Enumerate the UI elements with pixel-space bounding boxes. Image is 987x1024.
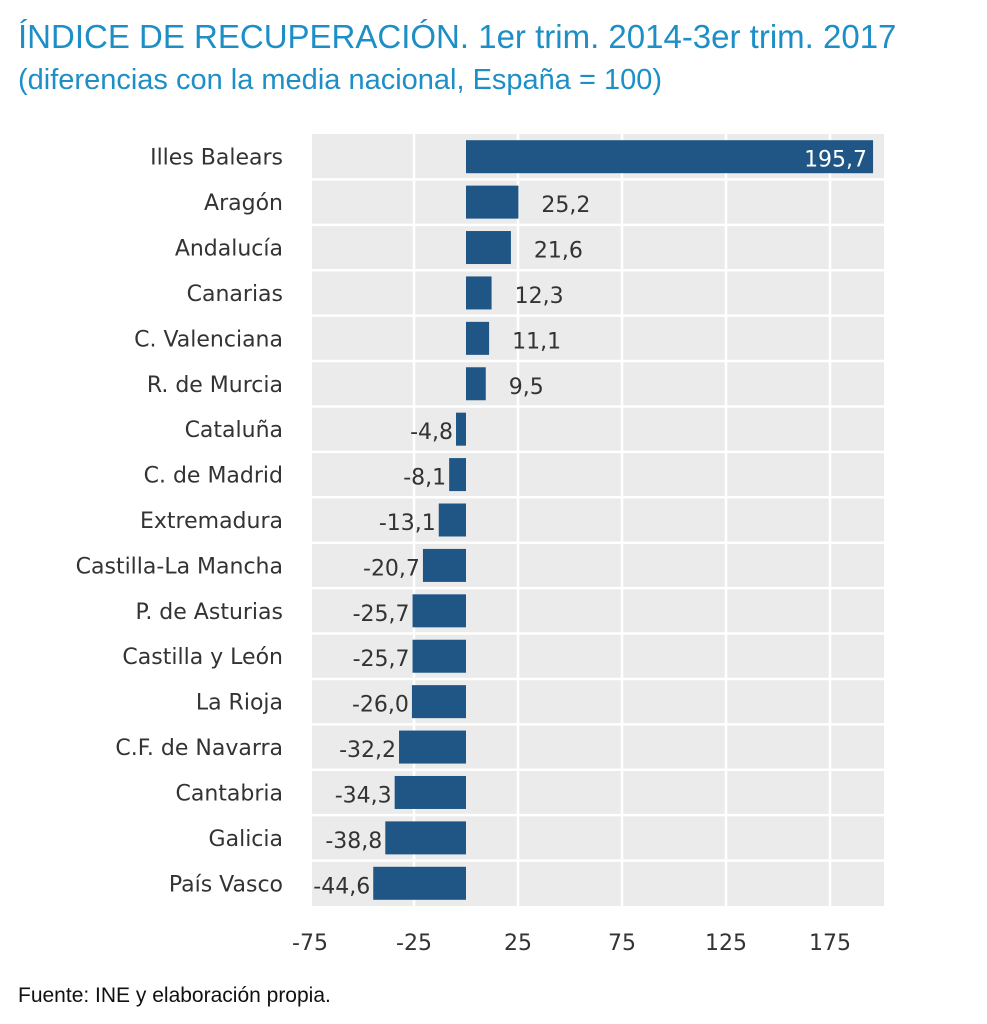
bar (466, 367, 486, 401)
bars (373, 140, 874, 900)
value-label: 195,7 (804, 148, 867, 173)
x-tick-label: -75 (292, 931, 328, 956)
bar (412, 639, 466, 673)
value-label: -26,0 (352, 693, 409, 718)
bar (466, 185, 519, 219)
category-label: C. de Madrid (144, 464, 283, 489)
chart-subtitle: (diferencias con la media nacional, Espa… (18, 64, 663, 96)
value-label: 21,6 (534, 239, 583, 264)
bar (399, 730, 466, 764)
bar (466, 231, 511, 265)
value-label: -8,1 (403, 466, 446, 491)
source-note: Fuente: INE y elaboración propia. (18, 984, 331, 1007)
bar (394, 775, 466, 809)
category-label: Castilla-La Mancha (76, 554, 283, 579)
category-label: La Rioja (196, 691, 283, 716)
value-label: -32,2 (339, 738, 396, 763)
category-label: P. de Asturias (135, 600, 283, 625)
bar (456, 412, 466, 446)
bar (422, 548, 466, 582)
bar (466, 276, 492, 310)
chart-title: ÍNDICE DE RECUPERACIÓN. 1er trim. 2014-3… (18, 18, 897, 55)
category-label: Aragón (204, 191, 283, 216)
category-label: Galicia (209, 827, 283, 852)
value-label: -34,3 (335, 783, 392, 808)
value-label: -44,6 (313, 874, 370, 899)
category-label: C.F. de Navarra (115, 736, 283, 761)
category-label: País Vasco (169, 872, 283, 897)
x-tick-label: 75 (608, 931, 636, 956)
category-label: R. de Murcia (147, 373, 283, 398)
value-labels: 195,7 25,2 21,6 12,3 11,1 9,5 -4,8 -8,1 -13,1 -20… (313, 148, 867, 900)
bar (466, 140, 874, 174)
bar (466, 321, 490, 355)
value-label: -13,1 (379, 511, 436, 536)
x-tick-label: 175 (809, 931, 851, 956)
category-label: Cantabria (176, 781, 284, 806)
category-label: Castilla y León (122, 645, 283, 670)
bar (449, 458, 466, 492)
bar (438, 503, 466, 537)
category-label: Canarias (187, 282, 283, 307)
value-label: 12,3 (515, 284, 564, 309)
value-label: -38,8 (325, 829, 382, 854)
value-label: 9,5 (509, 375, 544, 400)
bar (411, 685, 466, 719)
category-label: C. Valenciana (134, 327, 283, 352)
value-label: 11,1 (512, 329, 561, 354)
bar (412, 594, 466, 628)
x-tick-label: 125 (705, 931, 747, 956)
category-labels: Illes Balears Aragón Andalucía Canarias C. V… (76, 146, 283, 898)
bar (373, 866, 466, 900)
x-tick-label: -25 (396, 931, 432, 956)
category-label: Cataluña (185, 418, 283, 443)
category-label: Andalucía (175, 237, 283, 262)
value-label: -4,8 (410, 420, 453, 445)
value-label: -20,7 (363, 556, 420, 581)
grid-lines (312, 134, 884, 906)
value-label: 25,2 (541, 193, 590, 218)
value-label: -25,7 (353, 602, 410, 627)
bar (385, 821, 466, 855)
value-label: -25,7 (353, 647, 410, 672)
x-axis-ticks: -75 -25 25 75 125 175 (292, 931, 851, 956)
category-label: Illes Balears (150, 146, 283, 171)
category-label: Extremadura (140, 509, 283, 534)
x-tick-label: 25 (504, 931, 532, 956)
